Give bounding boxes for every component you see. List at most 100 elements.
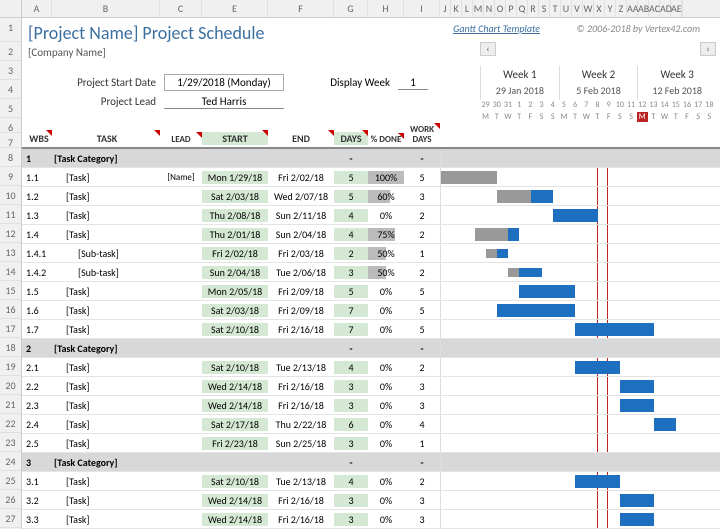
- row-header-19[interactable]: 19: [0, 357, 21, 376]
- cell-wbs[interactable]: 1.6: [22, 304, 52, 317]
- row-header-16[interactable]: 16: [0, 300, 21, 319]
- cell-task[interactable]: [Task]: [52, 361, 160, 374]
- row-header-7[interactable]: 7: [0, 133, 21, 148]
- row-header-3[interactable]: 3: [0, 61, 21, 80]
- row-header-17[interactable]: 17: [0, 319, 21, 338]
- column-header-R[interactable]: R: [528, 0, 539, 17]
- cell-end[interactable]: Sun 2/25/18: [268, 437, 334, 450]
- row-header-4[interactable]: 4: [0, 80, 21, 99]
- cell-end[interactable]: Fri 2/16/18: [268, 399, 334, 412]
- cell-work[interactable]: -: [404, 456, 440, 469]
- template-link[interactable]: Gantt Chart Template: [453, 22, 540, 35]
- cell-work[interactable]: -: [404, 152, 440, 165]
- task-row[interactable]: 1.2[Task]Sat 2/03/18Wed 2/07/18560%3: [22, 187, 720, 206]
- cell-days[interactable]: 3: [334, 437, 368, 450]
- cell-end[interactable]: Fri 2/16/18: [268, 323, 334, 336]
- cell-task[interactable]: [Sub-task]: [52, 247, 160, 260]
- row-header-25[interactable]: 25: [0, 471, 21, 490]
- row-header-6[interactable]: 6: [0, 118, 21, 133]
- header-days[interactable]: DAYS: [334, 132, 368, 145]
- task-row[interactable]: 2.2[Task]Wed 2/14/18Fri 2/16/1830%3: [22, 377, 720, 396]
- row-header-15[interactable]: 15: [0, 281, 21, 300]
- cell-done[interactable]: 0%: [368, 475, 404, 488]
- row-header-2[interactable]: 2: [0, 42, 21, 61]
- cell-task[interactable]: [Task]: [52, 304, 160, 317]
- cell-start[interactable]: Fri 2/23/18: [202, 437, 268, 450]
- cell-start[interactable]: Sat 2/10/18: [202, 475, 268, 488]
- row-header-10[interactable]: 10: [0, 186, 21, 205]
- column-header-X[interactable]: X: [594, 0, 605, 17]
- column-header-U[interactable]: U: [561, 0, 572, 17]
- cell-end[interactable]: Fri 2/16/18: [268, 380, 334, 393]
- cell-wbs[interactable]: 2.1: [22, 361, 52, 374]
- cell-work[interactable]: 1: [404, 437, 440, 450]
- cell-done[interactable]: 0%: [368, 437, 404, 450]
- category-row[interactable]: 1[Task Category]--: [22, 149, 720, 168]
- task-row[interactable]: 1.1[Task][Name]Mon 1/29/18Fri 2/02/18510…: [22, 168, 720, 187]
- cell-task[interactable]: [Task]: [52, 209, 160, 222]
- cell-start[interactable]: Mon 1/29/18: [202, 171, 268, 184]
- task-row[interactable]: 2.1[Task]Sat 2/10/18Tue 2/13/1840%2: [22, 358, 720, 377]
- column-header-E[interactable]: E: [202, 0, 268, 17]
- row-header-27[interactable]: 27: [0, 509, 21, 528]
- cell-start[interactable]: Wed 2/14/18: [202, 513, 268, 526]
- cell-end[interactable]: Tue 2/13/18: [268, 475, 334, 488]
- row-header-18[interactable]: 18: [0, 338, 21, 357]
- column-header-V[interactable]: V: [572, 0, 583, 17]
- task-row[interactable]: 1.4.1[Sub-task]Fri 2/02/18Fri 2/03/18250…: [22, 244, 720, 263]
- column-header-AD[interactable]: AD: [660, 0, 671, 17]
- cell-work[interactable]: 2: [404, 266, 440, 279]
- cell-task[interactable]: [Task]: [52, 475, 160, 488]
- column-header-A[interactable]: A: [22, 0, 52, 17]
- column-header-M[interactable]: M: [473, 0, 484, 17]
- row-header-22[interactable]: 22: [0, 414, 21, 433]
- cell-task[interactable]: [Task]: [52, 399, 160, 412]
- column-header-B[interactable]: B: [52, 0, 160, 17]
- cell-wbs[interactable]: 1: [22, 152, 52, 165]
- cell-work[interactable]: 2: [404, 209, 440, 222]
- cell-days[interactable]: -: [334, 342, 368, 355]
- row-header-23[interactable]: 23: [0, 433, 21, 452]
- cell-task[interactable]: [Task]: [52, 437, 160, 450]
- cell-done[interactable]: 0%: [368, 361, 404, 374]
- cell-start[interactable]: Sat 2/03/18: [202, 190, 268, 203]
- cell-done[interactable]: 0%: [368, 304, 404, 317]
- task-row[interactable]: 1.4[Task]Thu 2/01/18Sun 2/04/18475%2: [22, 225, 720, 244]
- cell-end[interactable]: Thu 2/22/18: [268, 418, 334, 431]
- cell-days[interactable]: 7: [334, 323, 368, 336]
- cell-end[interactable]: Tue 2/06/18: [268, 266, 334, 279]
- cell-days[interactable]: 3: [334, 266, 368, 279]
- cell-days[interactable]: 2: [334, 247, 368, 260]
- task-row[interactable]: 1.5[Task]Mon 2/05/18Fri 2/09/1850%5: [22, 282, 720, 301]
- cell-done[interactable]: 0%: [368, 418, 404, 431]
- cell-wbs[interactable]: 1.2: [22, 190, 52, 203]
- cell-days[interactable]: 3: [334, 399, 368, 412]
- row-header-1[interactable]: 1: [0, 18, 21, 42]
- prev-week-button[interactable]: ‹: [480, 42, 496, 56]
- cell-done[interactable]: 0%: [368, 285, 404, 298]
- cell-days[interactable]: 4: [334, 228, 368, 241]
- cell-wbs[interactable]: 2.5: [22, 437, 52, 450]
- row-header-5[interactable]: 5: [0, 99, 21, 118]
- header-end[interactable]: END: [268, 132, 334, 145]
- cell-wbs[interactable]: 2.4: [22, 418, 52, 431]
- cell-work[interactable]: 3: [404, 190, 440, 203]
- cell-wbs[interactable]: 3.3: [22, 513, 52, 526]
- task-row[interactable]: 1.6[Task]Sat 2/03/18Fri 2/09/1870%5: [22, 301, 720, 320]
- cell-end[interactable]: Fri 2/09/18: [268, 304, 334, 317]
- cell-wbs[interactable]: 2.3: [22, 399, 52, 412]
- cell-work[interactable]: 5: [404, 285, 440, 298]
- cell-days[interactable]: -: [334, 152, 368, 165]
- cell-work[interactable]: 2: [404, 228, 440, 241]
- task-row[interactable]: 2.5[Task] Fri 2/23/18Sun 2/25/1830%1: [22, 434, 720, 453]
- cell-days[interactable]: 3: [334, 380, 368, 393]
- column-header-AB[interactable]: AB: [638, 0, 649, 17]
- cell-work[interactable]: 5: [404, 304, 440, 317]
- cell-wbs[interactable]: 2.2: [22, 380, 52, 393]
- cell-work[interactable]: 5: [404, 323, 440, 336]
- row-header-9[interactable]: 9: [0, 167, 21, 186]
- row-header-21[interactable]: 21: [0, 395, 21, 414]
- cell-done[interactable]: 0%: [368, 209, 404, 222]
- cell-start[interactable]: Wed 2/14/18: [202, 494, 268, 507]
- column-header-F[interactable]: F: [268, 0, 334, 17]
